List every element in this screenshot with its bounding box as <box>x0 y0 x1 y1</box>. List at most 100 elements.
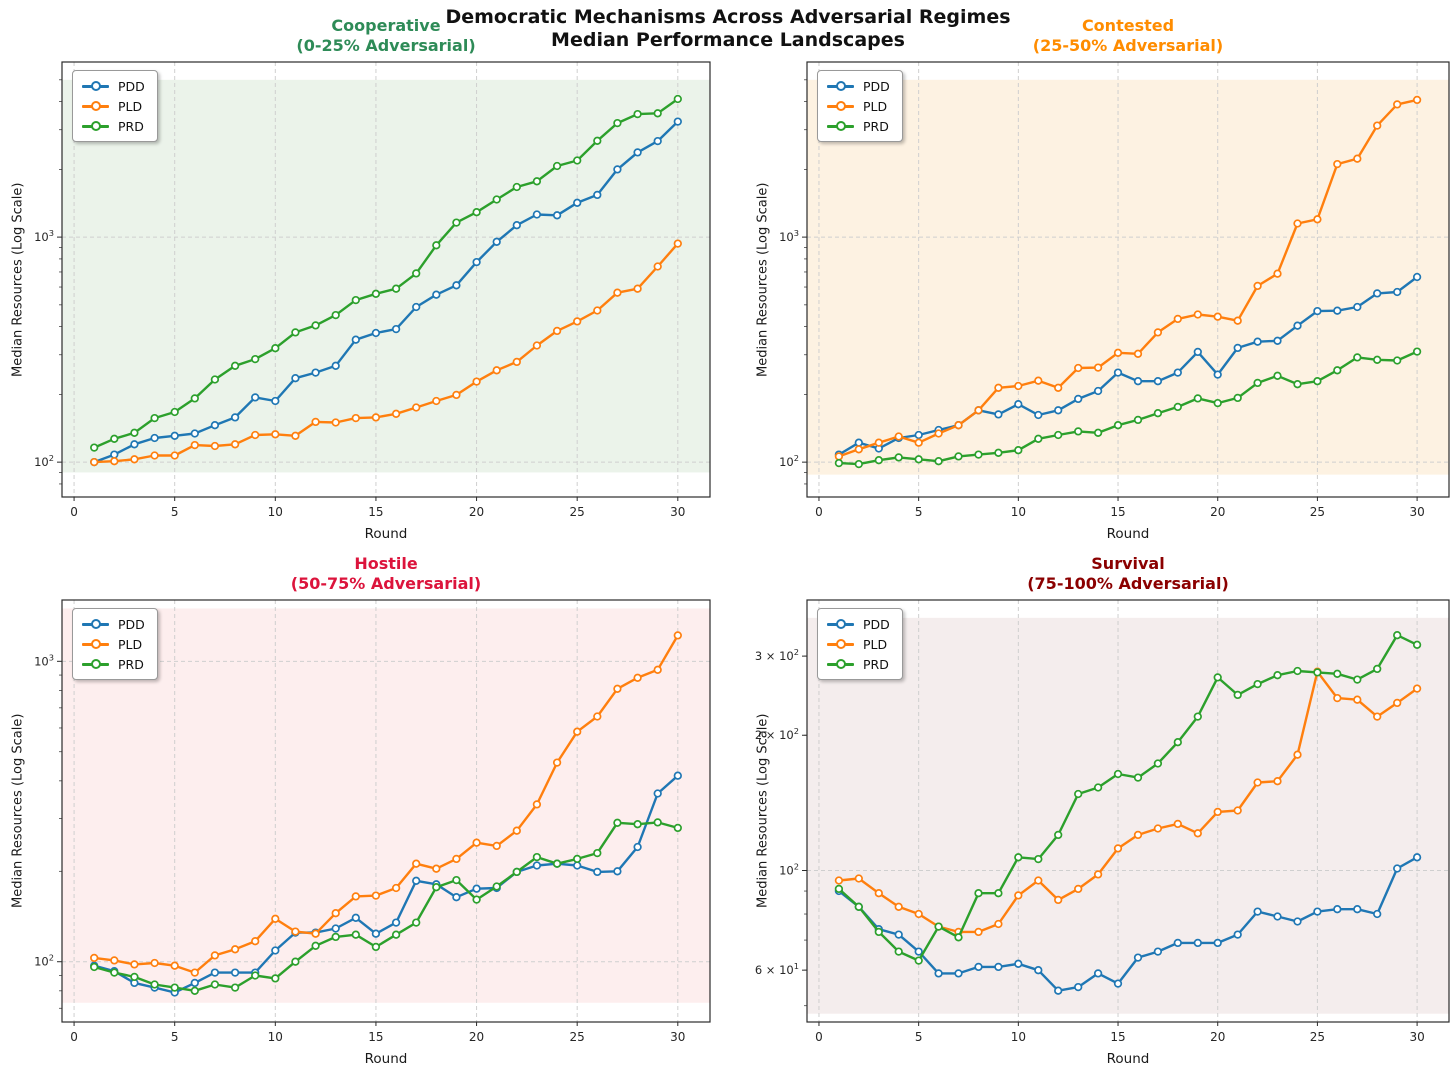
chart-title-line2: (25-50% Adversarial) <box>1032 36 1224 55</box>
legend: PDD PLD PRD <box>817 608 903 680</box>
chart-title-line2: (0-25% Adversarial) <box>296 36 476 55</box>
svg-text:103: 103 <box>779 228 799 244</box>
svg-text:30: 30 <box>1409 505 1424 519</box>
svg-text:15: 15 <box>1110 1030 1125 1044</box>
svg-text:30: 30 <box>670 505 685 519</box>
svg-text:5: 5 <box>171 505 179 519</box>
legend-label: PDD <box>118 616 145 632</box>
series-prd <box>834 631 1422 965</box>
chart-title-line1: Survival <box>1091 554 1165 573</box>
svg-text:15: 15 <box>1110 505 1125 519</box>
svg-text:10: 10 <box>268 505 283 519</box>
chart-canvas-contested: 102 103 0 5 10 15 20 25 30 Round <box>779 61 1450 542</box>
chart-panel-cooperative: 102 103 0 5 10 15 20 25 30 Round Cooperative (0-25%… <box>7 16 722 545</box>
svg-text:0: 0 <box>815 1030 823 1044</box>
series-pdd <box>834 853 1422 995</box>
legend-line-marker-icon <box>82 81 109 91</box>
figure-title-line2: Median Performance Landscapes <box>551 29 905 51</box>
svg-text:20: 20 <box>469 1030 484 1044</box>
legend-label: PLD <box>863 98 888 114</box>
svg-text:0: 0 <box>70 1030 78 1044</box>
legend-label: PRD <box>118 118 144 134</box>
legend: PDD PLD PRD <box>817 70 903 142</box>
legend-line-marker-icon <box>827 81 854 91</box>
x-axis-label: Round <box>1107 1051 1150 1067</box>
svg-text:25: 25 <box>1310 505 1325 519</box>
legend-label: PDD <box>863 616 890 632</box>
chart-title-line2: (50-75% Adversarial) <box>290 574 482 593</box>
y-axis-label: Median Resources (Log Scale) <box>10 713 26 909</box>
svg-text:102: 102 <box>779 861 799 877</box>
svg-text:102: 102 <box>779 453 799 469</box>
svg-text:10: 10 <box>1011 505 1026 519</box>
legend-item-pdd: PDD <box>82 76 145 96</box>
svg-text:20: 20 <box>469 505 484 519</box>
chart-canvas-hostile: 102 103 0 5 10 15 20 25 30 Round <box>34 599 711 1067</box>
legend-item-prd: PRD <box>827 654 890 674</box>
legend-line-marker-icon <box>827 101 854 111</box>
legend-label: PDD <box>863 78 890 94</box>
series-pld <box>90 239 682 467</box>
legend-line-marker-icon <box>82 121 109 131</box>
svg-text:103: 103 <box>34 228 54 244</box>
y-axis-label: Median Resources (Log Scale) <box>755 713 771 909</box>
figure-title: Democratic Mechanisms Across Adversarial… <box>0 6 1456 52</box>
legend-line-marker-icon <box>82 639 109 649</box>
legend-label: PRD <box>863 656 889 672</box>
svg-text:25: 25 <box>570 1030 585 1044</box>
svg-text:15: 15 <box>368 1030 383 1044</box>
svg-text:2 × 102: 2 × 102 <box>755 726 799 742</box>
chart-canvas-cooperative: 102 103 0 5 10 15 20 25 30 Round <box>34 61 711 542</box>
svg-text:10: 10 <box>268 1030 283 1044</box>
legend-label: PDD <box>118 78 145 94</box>
svg-text:102: 102 <box>34 953 54 969</box>
legend-line-marker-icon <box>82 659 109 669</box>
legend-label: PRD <box>118 656 144 672</box>
svg-text:20: 20 <box>1210 1030 1225 1044</box>
svg-text:0: 0 <box>70 505 78 519</box>
y-axis-label: Median Resources (Log Scale) <box>755 182 771 377</box>
svg-text:10: 10 <box>1011 1030 1026 1044</box>
legend-line-marker-icon <box>827 121 854 131</box>
svg-text:15: 15 <box>368 505 383 519</box>
y-axis-label: Median Resources (Log Scale) <box>10 182 26 377</box>
legend-item-pld: PLD <box>827 96 890 116</box>
svg-text:25: 25 <box>1310 1030 1325 1044</box>
legend-line-marker-icon <box>827 619 854 629</box>
x-axis-label: Round <box>365 526 408 542</box>
chart-canvas-survival: 6 × 101 102 2 × 102 3 × 102 0 5 10 15 20 25 30 Roun… <box>755 599 1450 1067</box>
legend: PDD PLD PRD <box>72 608 158 680</box>
legend-line-marker-icon <box>827 659 854 669</box>
series-prd <box>90 94 682 452</box>
svg-text:102: 102 <box>34 453 54 469</box>
series-pld <box>834 95 1422 461</box>
legend-line-marker-icon <box>82 101 109 111</box>
svg-text:30: 30 <box>1409 1030 1424 1044</box>
chart-title-hostile: Hostile (50-75% Adversarial) <box>62 554 710 594</box>
legend-item-pld: PLD <box>827 634 890 654</box>
legend-item-pld: PLD <box>82 96 145 116</box>
legend-line-marker-icon <box>827 639 854 649</box>
legend-label: PLD <box>118 636 143 652</box>
chart-panel-hostile: 102 103 0 5 10 15 20 25 30 Round Hostile (50-75% Ad… <box>7 554 722 1070</box>
legend-item-prd: PRD <box>82 116 145 136</box>
svg-text:0: 0 <box>815 505 823 519</box>
chart-title-survival: Survival (75-100% Adversarial) <box>807 554 1449 594</box>
legend: PDD PLD PRD <box>72 70 158 142</box>
chart-title-line1: Contested <box>1081 16 1175 35</box>
svg-text:6 × 101: 6 × 101 <box>755 961 799 977</box>
legend-item-prd: PRD <box>82 654 145 674</box>
figure-title-line1: Democratic Mechanisms Across Adversarial… <box>445 6 1011 28</box>
chart-panel-contested: 102 103 0 5 10 15 20 25 30 Round Contested (25-50% … <box>752 16 1456 545</box>
legend-item-pld: PLD <box>82 634 145 654</box>
legend-item-pdd: PDD <box>827 614 890 634</box>
chart-title-line1: Cooperative <box>331 16 441 35</box>
legend-label: PLD <box>118 98 143 114</box>
svg-text:25: 25 <box>570 505 585 519</box>
chart-title-line1: Hostile <box>354 554 418 573</box>
series-prd <box>90 818 682 995</box>
chart-title-cooperative: Cooperative (0-25% Adversarial) <box>62 16 710 56</box>
svg-text:103: 103 <box>34 652 54 668</box>
legend-item-pdd: PDD <box>82 614 145 634</box>
